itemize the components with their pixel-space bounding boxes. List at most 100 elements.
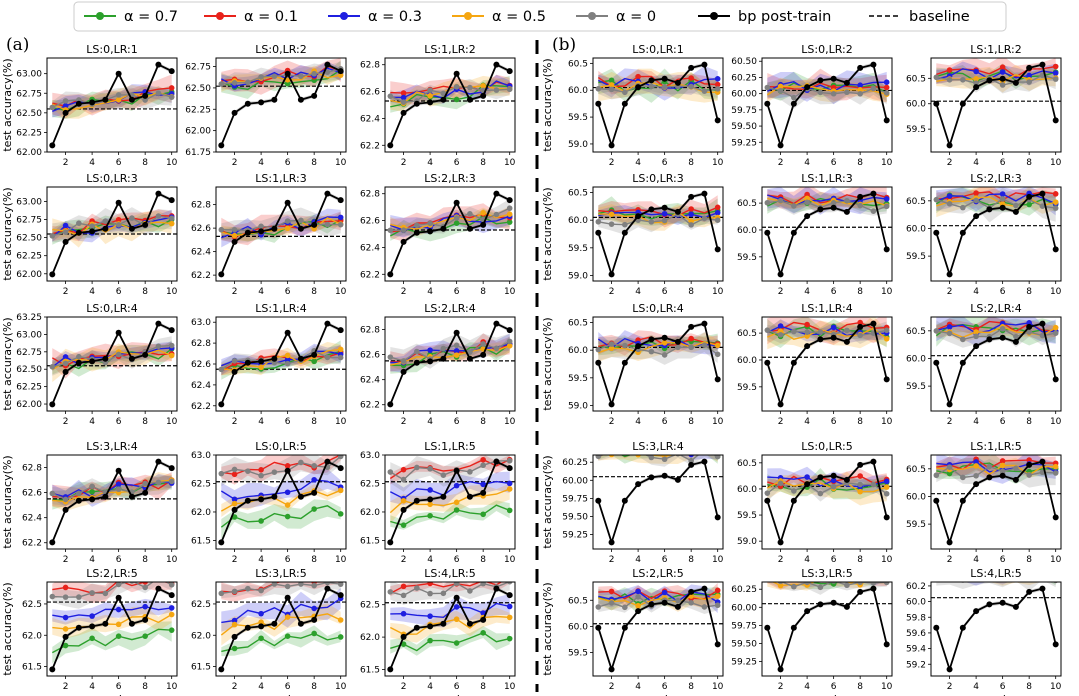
point-bp xyxy=(387,142,394,149)
subplot-title: LS:3,LR:4 xyxy=(632,440,683,453)
point-a07 xyxy=(947,568,953,574)
ytick-label: 60.0 xyxy=(906,224,926,234)
axes-frame xyxy=(215,186,347,282)
series-line-a07 xyxy=(51,628,172,654)
y-axis-label: test accuracy(%) xyxy=(1,582,14,675)
point-a0 xyxy=(946,77,953,83)
point-a03 xyxy=(777,323,784,329)
point-bp xyxy=(635,84,642,91)
point-a03 xyxy=(661,210,668,217)
series-line-a03 xyxy=(390,80,510,99)
series-line-a0 xyxy=(390,207,510,231)
point-bp xyxy=(608,271,615,278)
band-a05 xyxy=(221,341,341,376)
point-a0 xyxy=(791,328,797,335)
point-a0 xyxy=(168,342,175,349)
point-bp xyxy=(62,368,69,375)
point-a0 xyxy=(764,327,771,333)
xtick-label: 4 xyxy=(427,158,433,168)
point-a03 xyxy=(337,214,344,221)
point-a0 xyxy=(156,575,162,581)
point-a03 xyxy=(62,614,69,621)
point-a0 xyxy=(89,590,95,596)
band-a03 xyxy=(767,187,887,215)
xtick-label: 6 xyxy=(662,555,668,565)
point-a0 xyxy=(648,455,655,461)
xtick-label: 6 xyxy=(831,287,837,297)
point-a05 xyxy=(337,487,344,494)
point-bp xyxy=(883,514,890,521)
point-a0 xyxy=(1013,202,1019,209)
band-a07 xyxy=(936,187,1056,216)
point-bp xyxy=(231,238,238,245)
legend-marker xyxy=(588,12,596,20)
point-a07 xyxy=(688,443,694,449)
point-a03 xyxy=(400,610,407,617)
legend-marker xyxy=(710,12,718,20)
xtick-label: 4 xyxy=(258,417,264,427)
legend-item-a03: α = 0.3 xyxy=(328,9,422,25)
point-a0 xyxy=(595,86,602,92)
point-a0 xyxy=(245,585,251,592)
legend-item-baseline: baseline xyxy=(869,9,970,25)
ytick-label: 59.5 xyxy=(906,125,926,135)
point-a0 xyxy=(870,85,877,92)
axes-frame xyxy=(46,581,178,677)
subplot-title: LS:2,LR:4 xyxy=(424,302,475,315)
legend-marker xyxy=(340,12,348,20)
point-a0 xyxy=(168,478,175,485)
y-axis-label: test accuracy(%) xyxy=(541,582,554,675)
band-a05 xyxy=(598,332,718,362)
ytick-label: 59.5 xyxy=(568,649,588,659)
point-a0 xyxy=(298,73,304,80)
point-bp xyxy=(49,539,56,546)
ytick-label: 60.50 xyxy=(731,57,757,67)
point-bp xyxy=(453,199,460,206)
point-a01 xyxy=(635,73,641,80)
point-a03 xyxy=(506,603,513,610)
axes-frame xyxy=(215,57,347,153)
xtick-label: 4 xyxy=(635,158,641,168)
xtick-label: 10 xyxy=(712,682,724,692)
point-a01 xyxy=(714,81,721,88)
point-bp xyxy=(102,96,109,103)
point-bp xyxy=(49,666,56,673)
point-a0 xyxy=(830,90,837,97)
series-line-a03 xyxy=(936,68,1056,80)
xtick-label: 6 xyxy=(285,682,291,692)
xtick-label: 8 xyxy=(142,682,148,692)
point-a05 xyxy=(635,602,641,609)
xtick-label: 8 xyxy=(857,555,863,565)
ytick-label: 61.5 xyxy=(360,536,380,546)
point-a0 xyxy=(506,338,513,345)
point-a01 xyxy=(480,456,486,463)
legend-item-a0: α = 0 xyxy=(576,9,656,25)
point-a03 xyxy=(999,191,1006,197)
axes-frame xyxy=(930,57,1062,153)
point-a0 xyxy=(311,582,317,589)
xtick-label: 6 xyxy=(285,158,291,168)
band-bp xyxy=(767,586,887,672)
point-bp xyxy=(973,213,980,220)
point-a0 xyxy=(933,472,940,479)
point-bp xyxy=(128,620,135,627)
ytick-label: 62.5 xyxy=(22,600,42,610)
point-a0 xyxy=(1052,330,1059,336)
ytick-label: 63.0 xyxy=(360,451,380,461)
point-bp xyxy=(1012,338,1019,345)
point-bp xyxy=(466,355,473,362)
point-a0 xyxy=(76,594,82,600)
point-bp xyxy=(480,351,487,358)
point-bp xyxy=(231,109,238,116)
point-bp xyxy=(688,323,695,330)
point-bp xyxy=(986,474,993,481)
point-bp xyxy=(324,458,331,465)
point-a0 xyxy=(714,602,721,609)
ytick-label: 60.5 xyxy=(568,596,588,606)
band-a03 xyxy=(390,333,510,373)
point-bp xyxy=(1012,79,1019,86)
point-bp xyxy=(804,213,811,220)
legend-label: α = 0.3 xyxy=(368,9,422,25)
point-bp xyxy=(297,493,304,500)
subplot-title: LS:4,LR:5 xyxy=(970,567,1021,580)
